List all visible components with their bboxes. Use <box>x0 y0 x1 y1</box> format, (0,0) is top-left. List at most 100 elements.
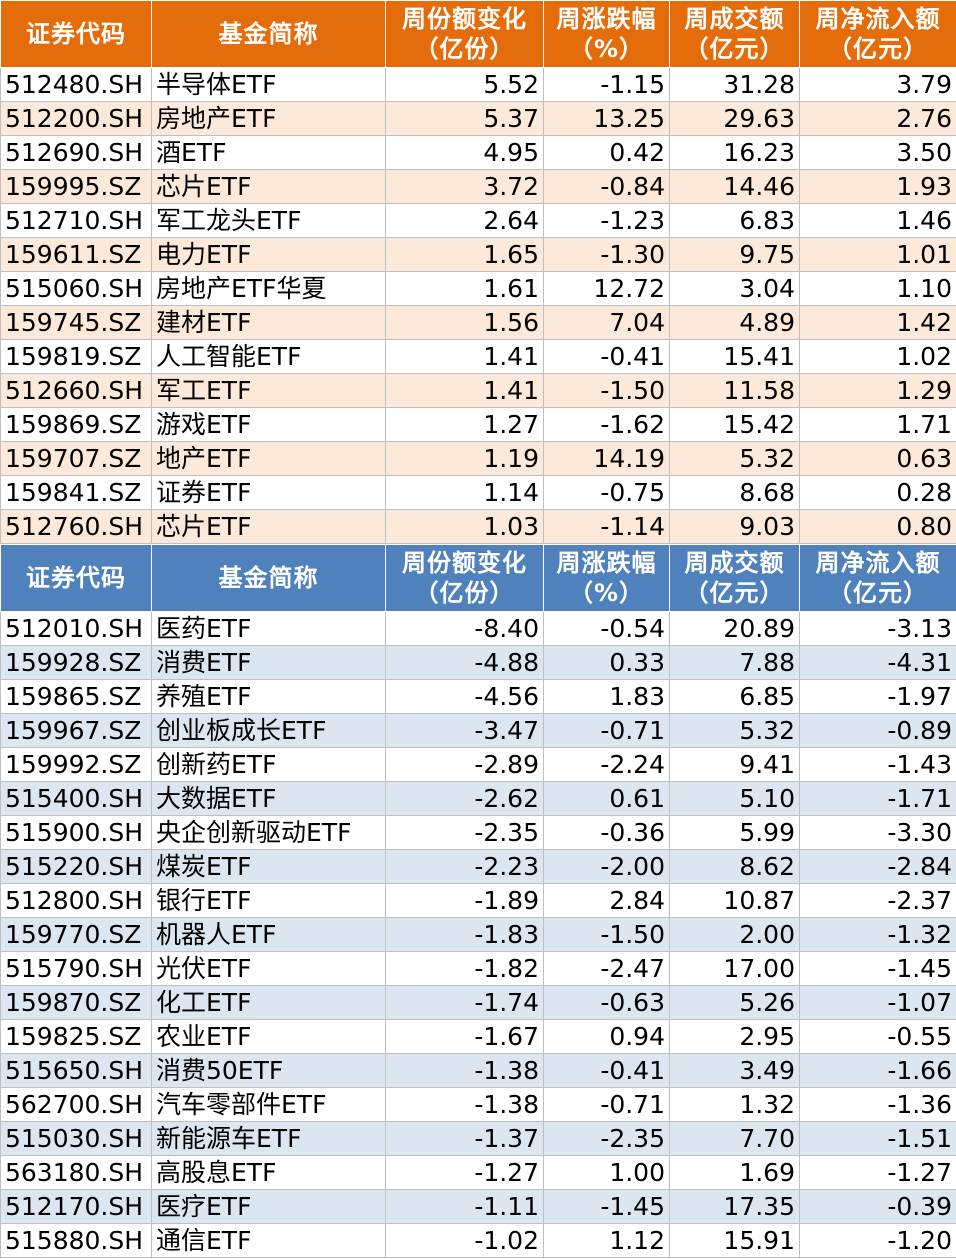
inflow-header-row: 证券代码 基金简称 周份额变化 （亿份） 周涨跌幅 （%） 周成交额 （亿元） 周净流入额 （亿元… <box>0 0 956 68</box>
value-cell: -0.55 <box>799 1019 956 1054</box>
fund-name-cell: 化工ETF <box>151 985 386 1020</box>
value-cell: 14.19 <box>543 441 670 476</box>
value-cell: 1.46 <box>799 203 956 238</box>
inflow-header-line: （亿元） <box>828 35 928 63</box>
inflow-header-line: 周份额变化 <box>402 5 527 33</box>
inflow-header-line: 周成交额 <box>684 5 785 33</box>
value-cell: 1.03 <box>385 509 544 544</box>
value-cell: 11.58 <box>669 373 800 408</box>
table-row: 159819.SZ 人工智能ETF 1.41 -0.41 15.41 1.02 <box>0 339 956 374</box>
table-row: 159745.SZ 建材ETF 1.56 7.04 4.89 1.42 <box>0 305 956 340</box>
value-cell: -1.36 <box>799 1087 956 1122</box>
value-cell: -1.74 <box>385 985 544 1020</box>
value-cell: -1.50 <box>543 373 670 408</box>
table-row: 512010.SH 医药ETF -8.40 -0.54 20.89 -3.13 <box>0 611 956 646</box>
value-cell: 16.23 <box>669 135 800 170</box>
value-cell: -1.20 <box>799 1223 956 1258</box>
value-cell: -1.15 <box>543 67 670 102</box>
outflow-header-line: （亿元） <box>828 579 928 607</box>
outflow-header-cell: 周份额变化 （亿份） <box>385 544 544 612</box>
value-cell: 1.12 <box>543 1223 670 1258</box>
value-cell: 3.49 <box>669 1053 800 1088</box>
value-cell: -2.00 <box>543 849 670 884</box>
value-cell: 15.42 <box>669 407 800 442</box>
value-cell: -0.39 <box>799 1189 956 1224</box>
value-cell: 1.10 <box>799 271 956 306</box>
table-row: 159611.SZ 电力ETF 1.65 -1.30 9.75 1.01 <box>0 237 956 272</box>
value-cell: 1.71 <box>799 407 956 442</box>
fund-name-cell: 军工ETF <box>151 373 386 408</box>
value-cell: -2.84 <box>799 849 956 884</box>
security-code-cell: 563180.SH <box>0 1155 152 1190</box>
security-code-cell: 512200.SH <box>0 101 152 136</box>
value-cell: 5.26 <box>669 985 800 1020</box>
security-code-cell: 515900.SH <box>0 815 152 850</box>
outflow-header-cell: 周净流入额 （亿元） <box>799 544 956 612</box>
inflow-header-line: 基金简称 <box>218 20 319 48</box>
value-cell: -0.54 <box>543 611 670 646</box>
security-code-cell: 515650.SH <box>0 1053 152 1088</box>
value-cell: -1.45 <box>799 951 956 986</box>
table-row: 512800.SH 银行ETF -1.89 2.84 10.87 -2.37 <box>0 883 956 918</box>
value-cell: 29.63 <box>669 101 800 136</box>
value-cell: -1.97 <box>799 679 956 714</box>
security-code-cell: 159992.SZ <box>0 747 152 782</box>
value-cell: -1.23 <box>543 203 670 238</box>
value-cell: 3.72 <box>385 169 544 204</box>
fund-name-cell: 高股息ETF <box>151 1155 386 1190</box>
outflow-header-cell: 基金简称 <box>151 544 386 612</box>
value-cell: -1.02 <box>385 1223 544 1258</box>
value-cell: 1.41 <box>385 339 544 374</box>
value-cell: 1.19 <box>385 441 544 476</box>
security-code-cell: 515790.SH <box>0 951 152 986</box>
value-cell: 9.03 <box>669 509 800 544</box>
table-row: 512760.SH 芯片ETF 1.03 -1.14 9.03 0.80 <box>0 509 956 544</box>
security-code-cell: 562700.SH <box>0 1087 152 1122</box>
security-code-cell: 512800.SH <box>0 883 152 918</box>
fund-name-cell: 光伏ETF <box>151 951 386 986</box>
value-cell: -2.35 <box>543 1121 670 1156</box>
security-code-cell: 512170.SH <box>0 1189 152 1224</box>
value-cell: 1.56 <box>385 305 544 340</box>
value-cell: 3.50 <box>799 135 956 170</box>
fund-name-cell: 机器人ETF <box>151 917 386 952</box>
table-row: 159825.SZ 农业ETF -1.67 0.94 2.95 -0.55 <box>0 1019 956 1054</box>
value-cell: -4.31 <box>799 645 956 680</box>
security-code-cell: 512480.SH <box>0 67 152 102</box>
outflow-header-line: 周份额变化 <box>402 549 527 577</box>
value-cell: 2.95 <box>669 1019 800 1054</box>
value-cell: 1.32 <box>669 1087 800 1122</box>
value-cell: 0.61 <box>543 781 670 816</box>
value-cell: 1.01 <box>799 237 956 272</box>
value-cell: -0.89 <box>799 713 956 748</box>
value-cell: -0.63 <box>543 985 670 1020</box>
fund-name-cell: 芯片ETF <box>151 509 386 544</box>
outflow-header-cell: 周成交额 （亿元） <box>669 544 800 612</box>
security-code-cell: 515880.SH <box>0 1223 152 1258</box>
security-code-cell: 159825.SZ <box>0 1019 152 1054</box>
outflow-header-line: 周净流入额 <box>815 549 941 577</box>
value-cell: -3.13 <box>799 611 956 646</box>
value-cell: -2.47 <box>543 951 670 986</box>
fund-name-cell: 建材ETF <box>151 305 386 340</box>
inflow-table: 证券代码 基金简称 周份额变化 （亿份） 周涨跌幅 （%） 周成交额 （亿元） 周净流入额 （亿元… <box>0 0 956 544</box>
value-cell: 3.04 <box>669 271 800 306</box>
value-cell: 17.00 <box>669 951 800 986</box>
value-cell: -2.89 <box>385 747 544 782</box>
table-row: 512200.SH 房地产ETF 5.37 13.25 29.63 2.76 <box>0 101 956 136</box>
value-cell: 6.85 <box>669 679 800 714</box>
security-code-cell: 515220.SH <box>0 849 152 884</box>
inflow-header-line: （亿份） <box>414 35 515 63</box>
fund-name-cell: 房地产ETF华夏 <box>151 271 386 306</box>
value-cell: -1.71 <box>799 781 956 816</box>
fund-name-cell: 房地产ETF <box>151 101 386 136</box>
value-cell: -0.41 <box>543 339 670 374</box>
table-row: 159995.SZ 芯片ETF 3.72 -0.84 14.46 1.93 <box>0 169 956 204</box>
value-cell: 8.62 <box>669 849 800 884</box>
value-cell: 1.83 <box>543 679 670 714</box>
table-row: 515900.SH 央企创新驱动ETF -2.35 -0.36 5.99 -3.30 <box>0 815 956 850</box>
fund-name-cell: 证券ETF <box>151 475 386 510</box>
value-cell: -1.27 <box>385 1155 544 1190</box>
value-cell: 1.29 <box>799 373 956 408</box>
table-row: 512170.SH 医疗ETF -1.11 -1.45 17.35 -0.39 <box>0 1189 956 1224</box>
